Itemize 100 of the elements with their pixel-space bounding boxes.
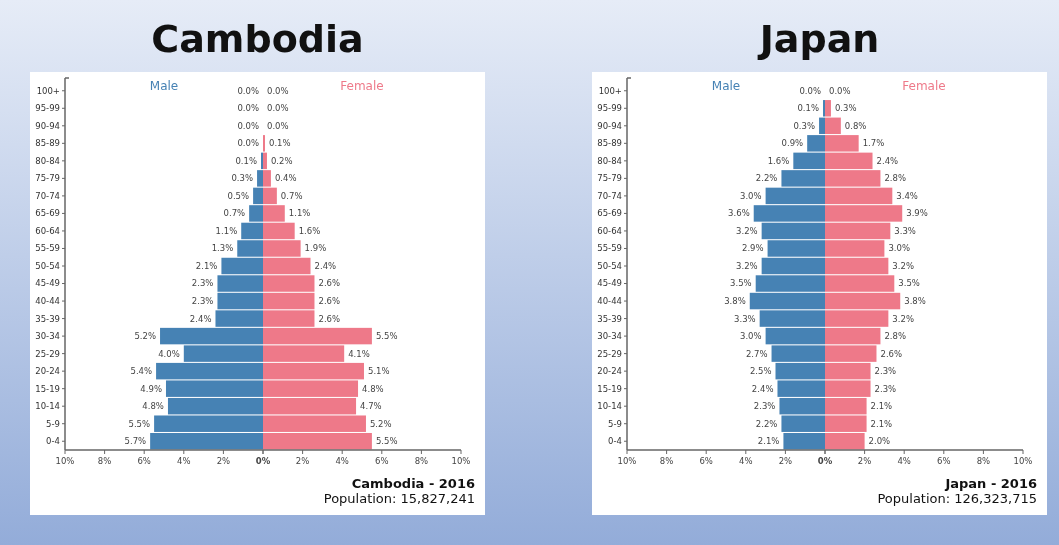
data-label: 3.0% xyxy=(739,331,762,342)
y-tick-label: 0-4 xyxy=(46,436,60,447)
x-tick-label: 4% xyxy=(177,456,191,466)
data-label: 2.3% xyxy=(191,296,214,307)
y-tick-label: 70-74 xyxy=(35,190,60,201)
y-tick-label: 60-64 xyxy=(597,225,622,236)
data-label: 0.7% xyxy=(280,190,303,201)
text: Female xyxy=(902,79,946,93)
y-tick-label: 30-34 xyxy=(35,331,60,342)
x-tick-label: 8% xyxy=(659,456,674,466)
data-label: 0.4% xyxy=(274,173,297,184)
data-label: 5.5% xyxy=(375,436,398,447)
y-tick-label: 40-44 xyxy=(597,296,622,307)
y-tick-label: 80-84 xyxy=(35,155,60,166)
data-label: 1.1% xyxy=(215,225,238,236)
x-tick-label: 2% xyxy=(295,456,310,466)
y-tick-label: 80-84 xyxy=(597,155,622,166)
data-label: 5.1% xyxy=(367,366,390,377)
data-label: 2.8% xyxy=(884,173,907,184)
y-tick-label: 85-89 xyxy=(597,138,622,149)
data-label: 2.6% xyxy=(880,348,903,359)
data-label: 0.3% xyxy=(834,103,857,114)
y-tick-label: 90-94 xyxy=(35,120,60,131)
x-tick-label: 8% xyxy=(414,456,429,466)
y-tick-label: 45-49 xyxy=(597,278,622,289)
data-label: 4.7% xyxy=(360,401,382,412)
y-tick-label: 30-34 xyxy=(597,331,622,342)
data-label: 0.1% xyxy=(268,138,291,149)
data-label: 2.7% xyxy=(745,348,768,359)
data-label: 2.1% xyxy=(870,401,893,412)
data-label: 4.1% xyxy=(348,348,370,359)
data-label: 2.6% xyxy=(318,296,341,307)
y-tick-label: 10-14 xyxy=(597,401,622,412)
data-label: 4.8% xyxy=(362,383,384,394)
data-label: 2.2% xyxy=(755,418,778,429)
y-tick-label: 70-74 xyxy=(597,190,622,201)
data-label: 2.4% xyxy=(314,260,337,271)
data-label: 0.0% xyxy=(237,85,259,96)
data-label: 0.0% xyxy=(237,103,259,114)
text: Population: 15,827,241 xyxy=(323,491,475,506)
data-label: 2.8% xyxy=(884,331,907,342)
x-tick-label: 6% xyxy=(699,456,713,466)
data-label: 0.3% xyxy=(231,173,254,184)
data-label: 2.9% xyxy=(741,243,764,254)
data-label: 4.9% xyxy=(140,383,162,394)
data-label: 0.0% xyxy=(267,120,289,131)
text: Japan - 2016 xyxy=(944,476,1037,491)
text: Male xyxy=(711,79,741,93)
x-tick-label: 8% xyxy=(97,456,112,466)
x-tick-label: 6% xyxy=(137,456,151,466)
y-tick-label: 55-59 xyxy=(597,243,622,254)
data-label: 3.6% xyxy=(728,208,750,219)
x-tick-label: 6% xyxy=(937,456,951,466)
data-label: 3.5% xyxy=(898,278,920,289)
data-label: 2.3% xyxy=(191,278,214,289)
data-label: 0.0% xyxy=(829,85,851,96)
data-label: 5.2% xyxy=(134,331,157,342)
text: Male xyxy=(149,79,179,93)
data-label: 3.0% xyxy=(888,243,911,254)
y-tick-label: 25-29 xyxy=(597,348,622,359)
y-tick-label: 75-79 xyxy=(35,173,60,184)
text: Cambodia - 2016 xyxy=(351,476,475,491)
data-label: 5.4% xyxy=(130,366,153,377)
data-label: 2.4% xyxy=(751,383,774,394)
y-tick-label: 100+ xyxy=(598,85,622,96)
text: Female xyxy=(340,79,384,93)
y-tick-label: 25-29 xyxy=(35,348,60,359)
data-label: 2.3% xyxy=(753,401,776,412)
data-label: 2.2% xyxy=(755,173,778,184)
data-label: 0.9% xyxy=(781,138,804,149)
data-label: 1.6% xyxy=(298,225,321,236)
x-tick-label: 10% xyxy=(55,456,75,466)
x-tick-label: 2% xyxy=(857,456,872,466)
data-label: 1.9% xyxy=(304,243,327,254)
x-tick-label: 0% xyxy=(817,456,833,466)
data-label: 3.5% xyxy=(730,278,752,289)
data-label: 0.2% xyxy=(270,155,293,166)
data-label: 5.7% xyxy=(124,436,147,447)
data-label: 2.6% xyxy=(318,278,341,289)
data-label: 2.0% xyxy=(868,436,891,447)
data-label: 2.6% xyxy=(318,313,341,324)
y-tick-label: 35-39 xyxy=(35,313,60,324)
data-label: 2.4% xyxy=(876,155,899,166)
data-label: 2.1% xyxy=(757,436,780,447)
data-label: 2.3% xyxy=(874,366,897,377)
y-tick-label: 75-79 xyxy=(597,173,622,184)
chart-title: Japan xyxy=(756,17,880,61)
y-tick-label: 100+ xyxy=(36,85,60,96)
y-tick-label: 35-39 xyxy=(597,313,622,324)
y-tick-label: 50-54 xyxy=(597,260,622,271)
data-label: 2.4% xyxy=(189,313,212,324)
y-tick-label: 65-69 xyxy=(35,208,60,219)
data-label: 3.0% xyxy=(739,190,762,201)
data-label: 1.6% xyxy=(767,155,790,166)
data-label: 2.3% xyxy=(874,383,897,394)
y-tick-label: 90-94 xyxy=(597,120,622,131)
data-label: 0.1% xyxy=(235,155,258,166)
x-tick-label: 6% xyxy=(375,456,389,466)
data-label: 4.8% xyxy=(142,401,164,412)
y-tick-label: 55-59 xyxy=(35,243,60,254)
